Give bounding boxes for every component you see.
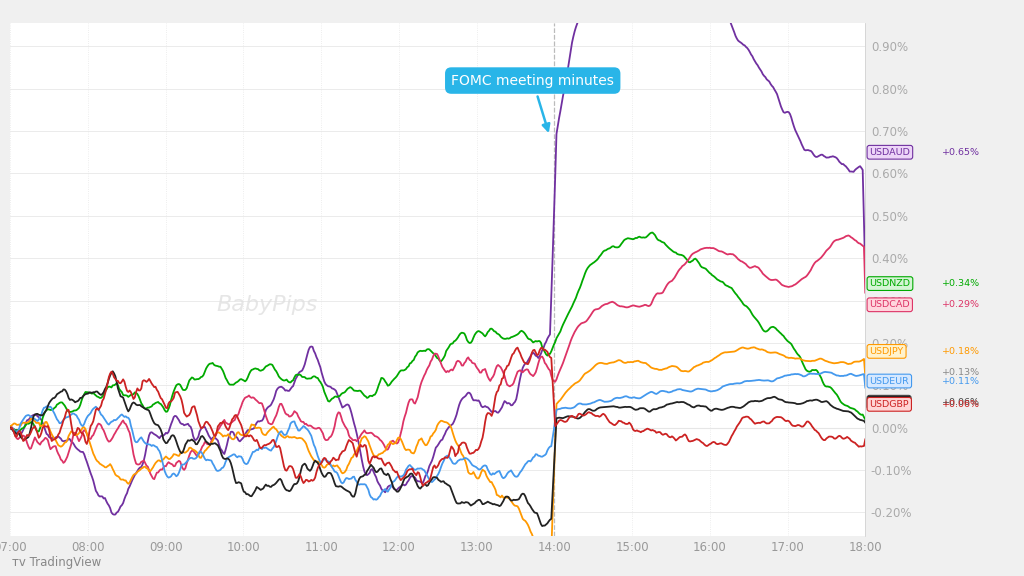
Text: USDCAD: USDCAD — [869, 300, 910, 309]
Text: +0.06%: +0.06% — [942, 397, 980, 407]
Text: USDEUR: USDEUR — [869, 377, 909, 385]
Text: +0.06%: +0.06% — [942, 400, 980, 409]
Text: +0.29%: +0.29% — [942, 300, 980, 309]
Text: USDJPY: USDJPY — [869, 347, 904, 356]
Text: USDNZD: USDNZD — [869, 279, 910, 288]
Text: +0.65%: +0.65% — [942, 148, 980, 157]
Text: BabyPips: BabyPips — [216, 295, 317, 315]
Text: USDAUD: USDAUD — [869, 148, 910, 157]
Text: +0.11%: +0.11% — [942, 377, 980, 385]
Text: +0.13%: +0.13% — [942, 368, 980, 377]
Text: +0.18%: +0.18% — [942, 347, 980, 356]
Text: USDGBP: USDGBP — [869, 400, 909, 409]
Text: FOMC meeting minutes: FOMC meeting minutes — [452, 74, 614, 131]
Text: ᴛᴠ TradingView: ᴛᴠ TradingView — [12, 556, 101, 569]
Text: USDCHF: USDCHF — [869, 397, 908, 407]
Text: +0.34%: +0.34% — [942, 279, 980, 288]
